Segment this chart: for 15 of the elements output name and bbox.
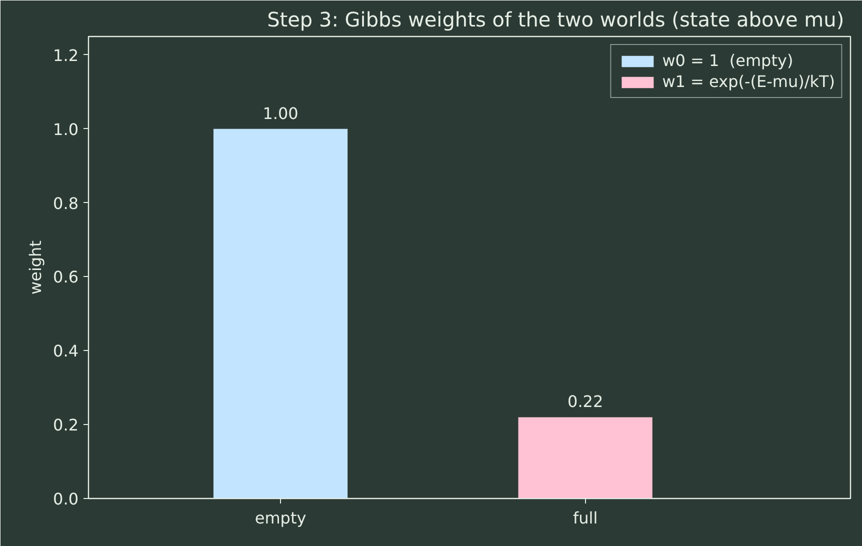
y-tick-label: 0.8: [53, 194, 79, 213]
legend-label: w0 = 1 (empty): [662, 51, 794, 70]
y-axis-title: weight: [26, 240, 46, 294]
y-tick-label: 0.4: [53, 342, 79, 361]
x-tick-label: full: [572, 508, 598, 528]
y-tick-label: 0.6: [53, 268, 79, 287]
legend-label: w1 = exp(-(E-mu)/kT): [662, 72, 835, 91]
data-label: 0.22: [568, 392, 604, 412]
y-tick-label: 0.0: [53, 490, 79, 508]
y-tick-label: 0.2: [53, 416, 79, 435]
chart-title: Step 3: Gibbs weights of the two worlds (state above mu): [267, 8, 844, 32]
y-tick-label: 1.2: [53, 46, 79, 65]
y-tick-label: 1.0: [53, 120, 79, 139]
data-label: 1.00: [262, 104, 298, 123]
x-tick-label: empty: [254, 508, 306, 528]
